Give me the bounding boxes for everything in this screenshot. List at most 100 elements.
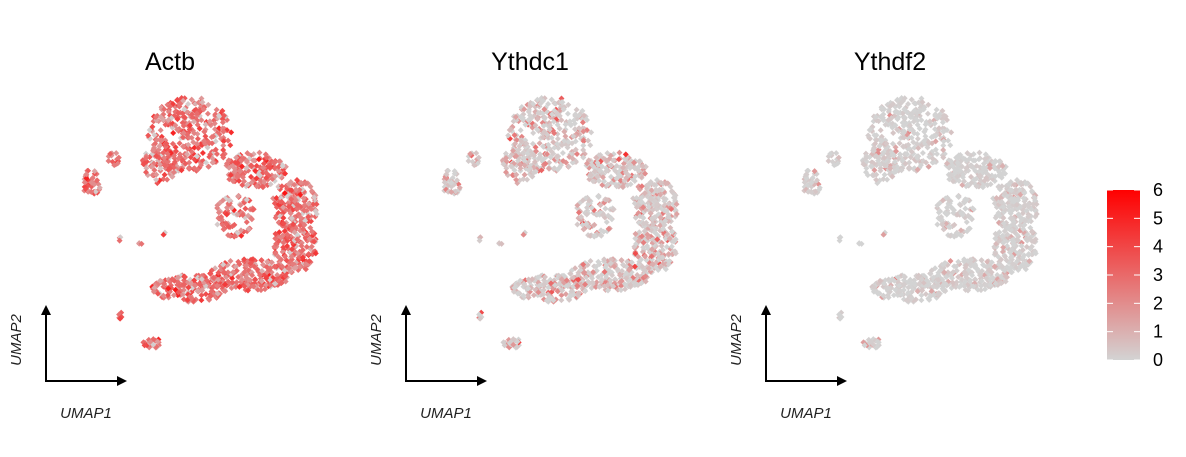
- cell-point: [243, 274, 250, 281]
- cell-point: [220, 261, 227, 268]
- cell-point: [235, 274, 242, 280]
- cell-point: [258, 257, 265, 264]
- cell-point: [187, 154, 194, 161]
- cell-point: [884, 176, 891, 183]
- cell-point: [247, 260, 254, 267]
- cell-point: [202, 133, 209, 140]
- umap-points: [801, 95, 1040, 351]
- cell-point: [215, 269, 222, 276]
- cell-point: [266, 267, 273, 273]
- cell-point: [214, 221, 221, 228]
- cell-point: [201, 138, 207, 144]
- panel-ythdc1: Ythdc1 UMAP1 UMAP2: [368, 48, 680, 422]
- cell-point: [223, 274, 230, 281]
- cell-point: [573, 106, 580, 113]
- cell-point: [198, 162, 204, 169]
- cell-point: [291, 181, 298, 188]
- cell-point: [914, 135, 921, 142]
- cell-point: [239, 163, 245, 170]
- cell-point: [149, 172, 156, 179]
- cell-point: [157, 165, 164, 172]
- cell-point: [180, 143, 187, 150]
- cell-point: [976, 149, 983, 156]
- cell-point: [169, 173, 176, 180]
- cell-point: [220, 128, 227, 135]
- cell-point: [233, 154, 240, 161]
- cell-point: [280, 215, 287, 221]
- cell-point: [156, 143, 163, 150]
- cell-point: [191, 144, 198, 151]
- cell-point: [182, 160, 189, 167]
- cell-point: [521, 171, 528, 178]
- cell-point: [618, 257, 625, 264]
- cell-point: [284, 231, 291, 238]
- cell-point: [204, 110, 211, 117]
- cell-point: [145, 132, 152, 139]
- cell-point: [919, 150, 926, 156]
- cell-point: [271, 159, 277, 166]
- cell-point: [163, 140, 170, 147]
- cell-point: [260, 160, 267, 167]
- cell-point: [195, 145, 202, 152]
- cell-point: [161, 162, 168, 169]
- cell-point: [554, 135, 561, 142]
- cell-point: [262, 282, 269, 288]
- cell-point: [241, 178, 248, 185]
- cell-point: [230, 178, 237, 185]
- cell-point: [288, 196, 295, 203]
- cell-point: [299, 254, 306, 261]
- cell-point: [252, 167, 259, 174]
- cell-point: [164, 176, 171, 183]
- cell-point: [924, 110, 931, 117]
- cell-point: [201, 128, 208, 135]
- cell-point: [185, 165, 192, 172]
- cell-point: [282, 253, 288, 260]
- cell-point: [278, 233, 285, 240]
- cell-point: [293, 186, 299, 193]
- cell-point: [194, 166, 201, 173]
- umap1-label: UMAP1: [420, 405, 472, 422]
- cell-point: [308, 243, 315, 250]
- cell-point: [530, 130, 537, 136]
- cell-point: [220, 147, 227, 153]
- cell-point: [240, 174, 246, 181]
- cell-point: [220, 154, 227, 161]
- cell-point: [214, 151, 220, 157]
- cell-point: [243, 165, 250, 172]
- legend-tick-label: 0: [1153, 350, 1163, 370]
- cell-point: [164, 150, 171, 157]
- cell-point: [220, 138, 227, 145]
- cell-point: [258, 278, 265, 284]
- cell-point: [254, 266, 261, 273]
- cell-point: [877, 127, 884, 134]
- panel-actb: Actb UMAP1 UMAP2: [8, 48, 320, 422]
- cell-point: [229, 275, 236, 282]
- cell-point: [151, 132, 158, 139]
- cell-point: [199, 150, 206, 156]
- cell-point: [297, 222, 304, 229]
- cell-point: [253, 175, 260, 182]
- cell-point: [308, 188, 315, 195]
- cell-point: [150, 147, 157, 154]
- cell-point: [271, 263, 278, 270]
- cell-point: [238, 276, 245, 283]
- cell-point: [934, 151, 940, 157]
- cell-point: [156, 161, 163, 168]
- cell-point: [180, 130, 187, 136]
- cell-point: [256, 272, 263, 279]
- cell-point: [275, 163, 282, 170]
- cell-point: [257, 172, 264, 179]
- cell-point: [305, 251, 312, 257]
- cell-point: [227, 172, 234, 178]
- cell-point: [285, 181, 292, 188]
- cell-point: [227, 142, 234, 149]
- cell-point: [203, 159, 209, 166]
- legend-tick-label: 6: [1153, 180, 1163, 200]
- cell-point: [249, 272, 256, 279]
- cell-point: [275, 238, 282, 245]
- legend-tick-label: 1: [1153, 322, 1163, 342]
- legend-tick-label: 2: [1153, 293, 1163, 313]
- cell-point: [244, 181, 251, 188]
- cell-point: [288, 187, 295, 194]
- cell-point: [234, 173, 241, 180]
